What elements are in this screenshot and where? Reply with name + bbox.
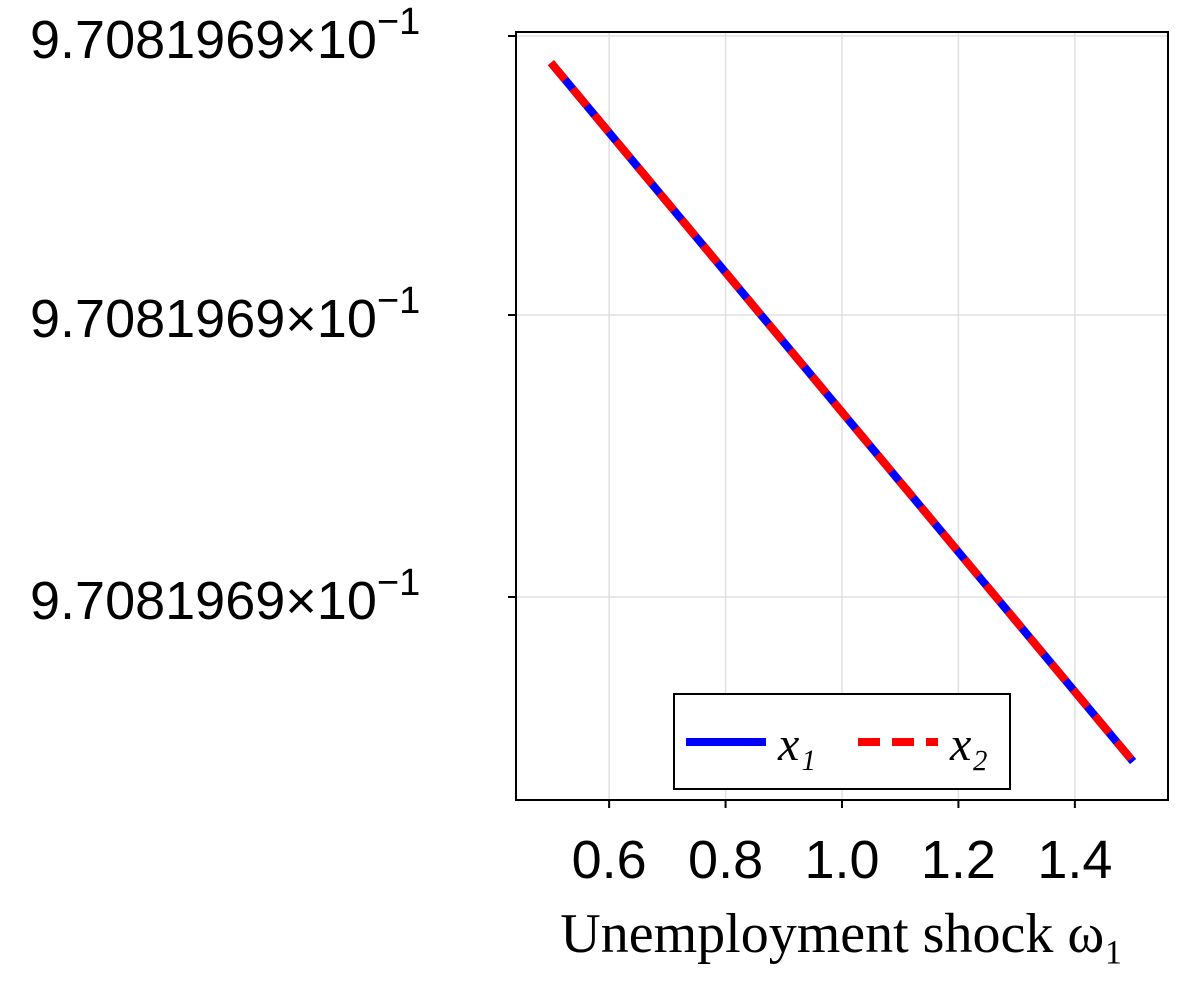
legend: x₁ x₂ [673,693,1011,790]
series-line-2 [547,60,1137,765]
legend-label-x1: x₁ [777,718,816,771]
y-tick-label: 9.7081969×10−1 [30,280,420,349]
legend-label-x2: x₂ [949,718,988,771]
x-tick-label: 0.6 [572,830,647,890]
y-tick-label: 9.7081969×10−1 [30,562,420,631]
x-tick-label: 1.0 [804,830,879,890]
y-axis: 9.7081969×10−1 9.7081969×10−1 9.7081969×10… [30,1,516,631]
y-tick-label: 9.7081969×10−1 [30,1,420,70]
x-tick-label: 1.2 [921,830,996,890]
series-lines [547,60,1137,765]
x-tick-label: 1.4 [1037,830,1112,890]
x-axis-label: Unemployment shock ω₁ [560,903,1123,965]
x-tick-label: 0.8 [688,830,763,890]
x-axis: 0.6 0.8 1.0 1.2 1.4 [572,800,1112,890]
